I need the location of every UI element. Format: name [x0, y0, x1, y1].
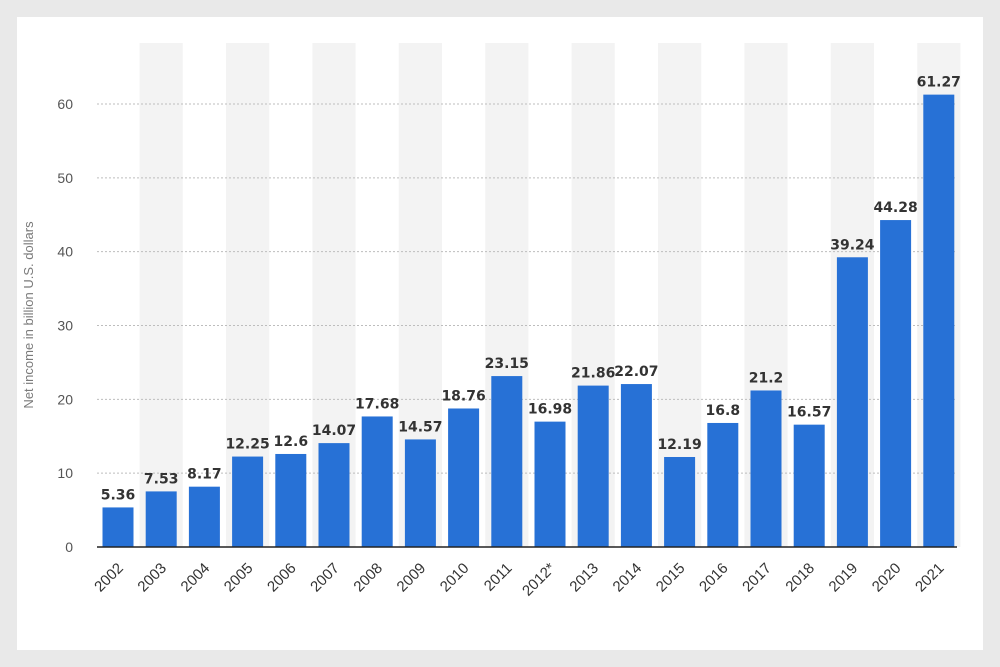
bars	[102, 94, 955, 548]
data-label: 23.15	[485, 356, 529, 372]
data-label: 16.8	[706, 403, 741, 419]
bar	[318, 443, 350, 547]
bar	[664, 456, 696, 547]
y-axis-ticks: 0 10 20 30 40 50 60	[57, 96, 73, 555]
bar	[750, 390, 782, 547]
bar	[102, 507, 134, 547]
y-tick-label: 40	[57, 244, 73, 260]
bar	[491, 376, 523, 547]
y-tick-label: 50	[57, 170, 73, 186]
bar	[145, 491, 177, 547]
y-tick-label: 20	[57, 391, 73, 407]
bar	[620, 384, 652, 547]
x-tick-label: 2005	[221, 560, 257, 596]
data-label: 16.57	[787, 405, 831, 421]
x-tick-label: 2021	[912, 560, 948, 596]
bar	[275, 453, 307, 547]
y-tick-label: 60	[57, 96, 73, 112]
bar	[404, 439, 436, 547]
bar	[448, 408, 480, 547]
data-label: 5.36	[101, 487, 136, 503]
data-label: 12.6	[274, 434, 309, 450]
y-tick-label: 30	[57, 318, 73, 334]
x-tick-label: 2019	[826, 560, 862, 596]
bar	[923, 94, 955, 547]
data-label: 21.86	[571, 366, 615, 382]
x-tick-label: 2013	[566, 560, 602, 596]
bar	[361, 416, 393, 547]
data-label: 8.17	[187, 467, 222, 483]
chart-frame: 0 10 20 30 40 50 60 5.36 7.53 8.17 12.25 12.6 14.07…	[17, 17, 983, 650]
x-tick-label: 2020	[869, 560, 905, 596]
x-axis-ticks: 2002 2003 2004 2005 2006 2007 2008 2009 2010 2011…	[91, 560, 947, 600]
data-label: 17.68	[355, 396, 399, 412]
bar	[577, 385, 609, 547]
data-label: 14.57	[398, 419, 442, 435]
data-label: 21.2	[749, 370, 784, 386]
data-label: 39.24	[830, 237, 875, 253]
data-label: 18.76	[441, 388, 485, 404]
x-tick-label: 2018	[782, 560, 818, 596]
x-tick-label: 2017	[739, 560, 775, 596]
bar	[232, 456, 264, 547]
data-label: 16.98	[528, 402, 572, 418]
data-label: 22.07	[614, 364, 658, 380]
data-label: 44.28	[873, 200, 917, 216]
bar	[534, 421, 566, 547]
y-axis-label: Net income in billion U.S. dollars	[21, 221, 36, 409]
x-tick-label: 2004	[178, 560, 214, 596]
bar	[793, 424, 825, 547]
data-label: 12.19	[657, 437, 701, 453]
x-tick-label: 2003	[134, 560, 170, 596]
data-label: 61.27	[917, 75, 961, 91]
background-band	[139, 43, 183, 547]
data-label: 7.53	[144, 471, 179, 487]
y-tick-label: 0	[65, 539, 73, 555]
x-tick-label: 2016	[696, 560, 732, 596]
x-tick-label: 2007	[307, 560, 343, 596]
x-tick-label: 2009	[394, 560, 430, 596]
x-tick-label: 2008	[350, 560, 386, 596]
y-tick-label: 10	[57, 465, 73, 481]
bar	[880, 220, 912, 548]
x-tick-label: 2002	[91, 560, 127, 596]
x-tick-label: 2011	[481, 560, 516, 595]
data-label: 14.07	[312, 423, 356, 439]
bar	[836, 257, 868, 547]
bar	[707, 422, 739, 547]
bar	[188, 486, 220, 547]
data-label: 12.25	[225, 437, 269, 453]
x-tick-label: 2015	[653, 560, 689, 596]
x-tick-label: 2014	[610, 560, 646, 596]
x-tick-label: 2010	[437, 560, 473, 596]
x-tick-label: 2006	[264, 560, 300, 596]
x-tick-label: 2012*	[519, 560, 559, 600]
